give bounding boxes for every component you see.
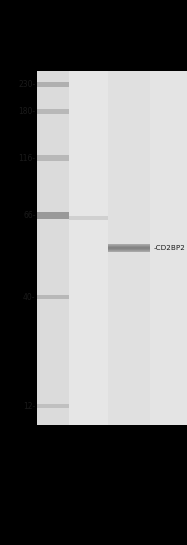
Text: 66-: 66- (23, 211, 36, 220)
Bar (37, 155, 69, 161)
Bar (150, 71, 187, 425)
Bar (69, 216, 108, 220)
Bar (108, 71, 150, 425)
Text: 230-: 230- (18, 80, 36, 89)
Text: 12-: 12- (23, 402, 36, 410)
Bar (37, 404, 69, 408)
Bar (37, 71, 69, 425)
Text: 180-: 180- (18, 107, 36, 116)
Text: 116-: 116- (18, 154, 36, 162)
Bar (37, 294, 69, 300)
Text: -CD2BP2: -CD2BP2 (153, 245, 185, 251)
Bar (69, 71, 108, 425)
Bar (37, 82, 69, 87)
Bar (37, 211, 69, 219)
Bar (37, 109, 69, 114)
Text: 40-: 40- (23, 293, 36, 301)
